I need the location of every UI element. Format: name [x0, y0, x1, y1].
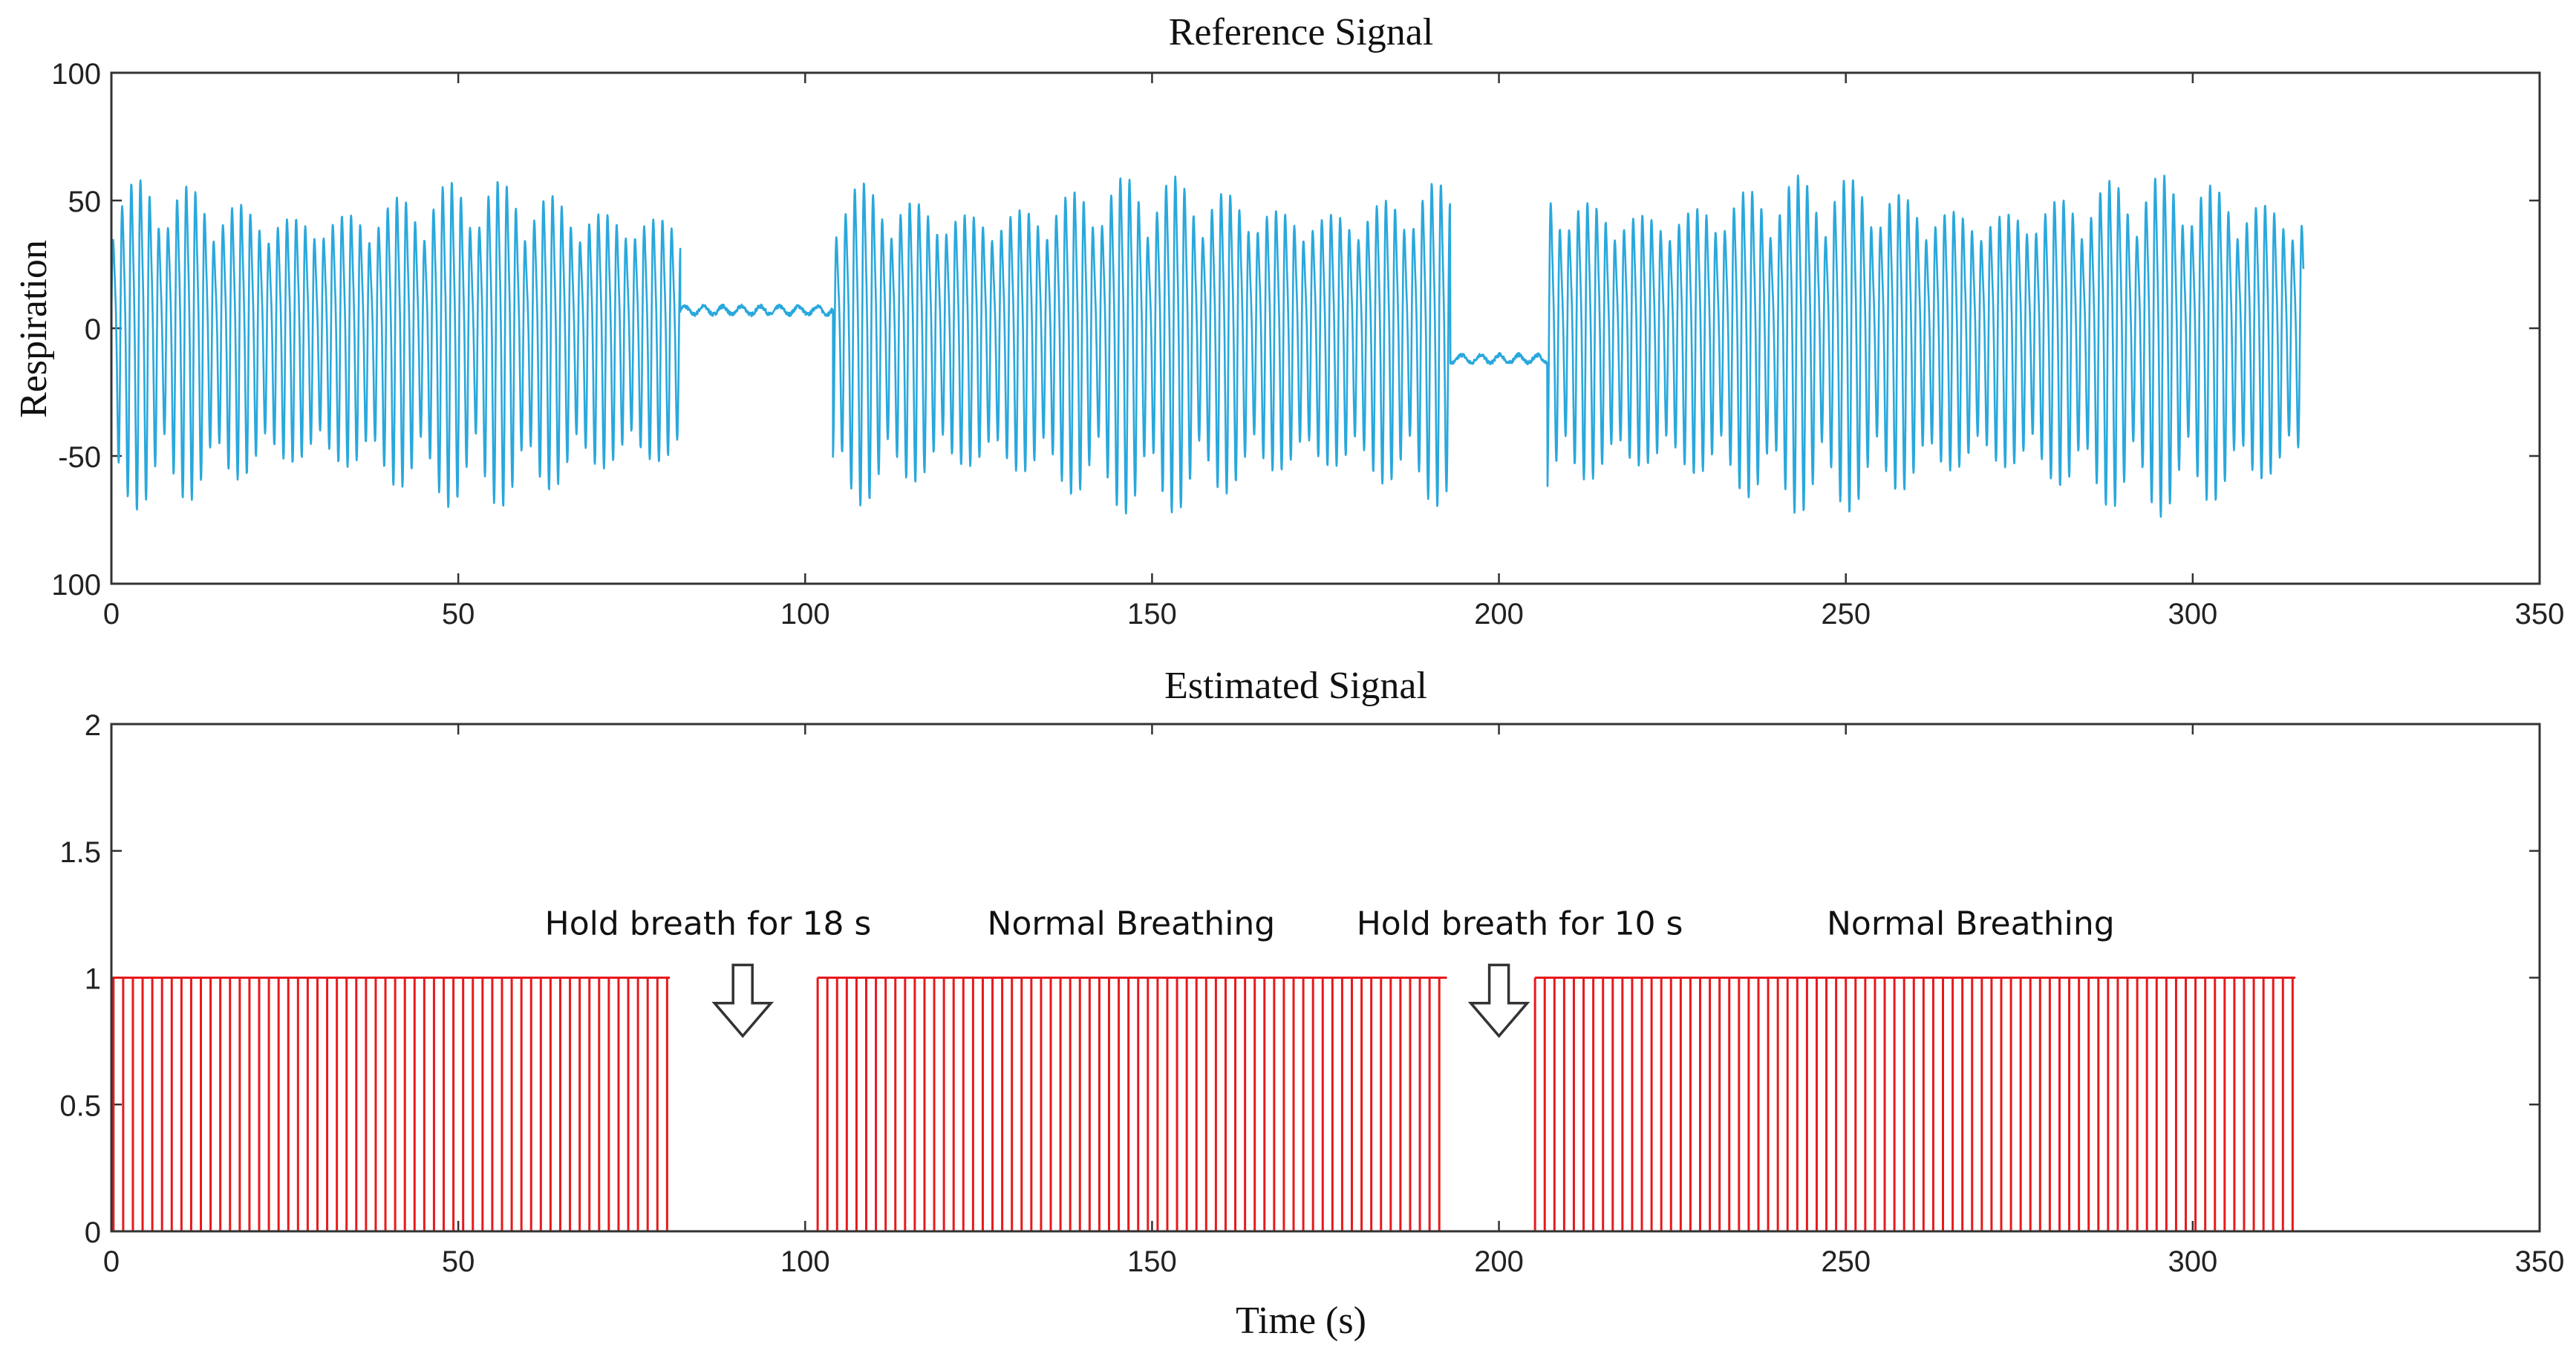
estimated-y-ticks: 2 1.5 1 0.5 0 — [59, 709, 2540, 1249]
reference-signal-panel: Reference Signal Respiration 100500-5010… — [13, 11, 2564, 631]
reference-plot-area — [110, 175, 2305, 518]
annotation-label: Normal Breathing — [988, 905, 1276, 942]
y-tick-label: 100 — [51, 58, 101, 91]
down-arrow-icon — [1467, 963, 1530, 1038]
estimated-axes-box — [110, 723, 2541, 1233]
annotation-label: Hold breath for 10 s — [1357, 905, 1683, 942]
x-tick-label: 350 — [2515, 1245, 2565, 1278]
estimated-x-ticks: 0 50 100 150 200 250 300 350 — [103, 724, 2565, 1278]
reference-ylabel: Respiration — [13, 240, 55, 418]
x-tick-label: 0 — [103, 598, 120, 631]
x-tick-label: 200 — [1474, 1245, 1524, 1278]
y-tick-label: 1 — [85, 963, 101, 996]
x-tick-label: 300 — [2168, 598, 2217, 631]
x-tick-label: 50 — [442, 598, 475, 631]
x-tick-label: 0 — [103, 1245, 120, 1278]
x-tick-label: 200 — [1474, 598, 1524, 631]
down-arrow-icon — [711, 963, 775, 1038]
reference-title: Reference Signal — [1169, 11, 1434, 53]
x-tick-label: 150 — [1127, 1245, 1177, 1278]
y-tick-label: 2 — [85, 709, 101, 742]
reference-signal-line — [110, 175, 2305, 518]
y-tick-label: 0 — [85, 313, 101, 346]
reference-x-ticks: 0 50 100 150 200 250 300 350 — [103, 73, 2565, 631]
estimated-signal-panel: Estimated Signal 21.510.50 0 50 100 150 200 2… — [59, 665, 2564, 1342]
y-tick-label: 50 — [68, 186, 102, 218]
x-tick-label: 350 — [2515, 598, 2565, 631]
y-tick-label: 0.5 — [59, 1089, 101, 1122]
estimated-plot-area — [111, 977, 2301, 1233]
y-tick-label: 1.5 — [59, 836, 101, 869]
x-tick-label: 300 — [2168, 1245, 2217, 1278]
estimated-title: Estimated Signal — [1164, 665, 1427, 707]
x-tick-label: 150 — [1127, 598, 1177, 631]
reference-axes-box — [110, 71, 2541, 585]
reference-y-ticks: 100 50 0 -50 100 — [51, 58, 2540, 602]
y-tick-label: 100 — [51, 569, 101, 602]
annotation-label: Normal Breathing — [1827, 905, 2115, 942]
estimated-xlabel: Time (s) — [1236, 1300, 1366, 1342]
x-tick-label: 250 — [1821, 598, 1871, 631]
y-tick-label: -50 — [58, 441, 101, 474]
estimated-annotations: Hold breath for 18 s Normal Breathing Hold… — [545, 905, 2115, 1038]
x-tick-label: 50 — [442, 1245, 475, 1278]
x-tick-label: 100 — [780, 1245, 830, 1278]
annotation-label: Hold breath for 18 s — [545, 905, 872, 942]
x-tick-label: 250 — [1821, 1245, 1871, 1278]
x-tick-label: 100 — [780, 598, 830, 631]
y-tick-label: 0 — [85, 1216, 101, 1249]
